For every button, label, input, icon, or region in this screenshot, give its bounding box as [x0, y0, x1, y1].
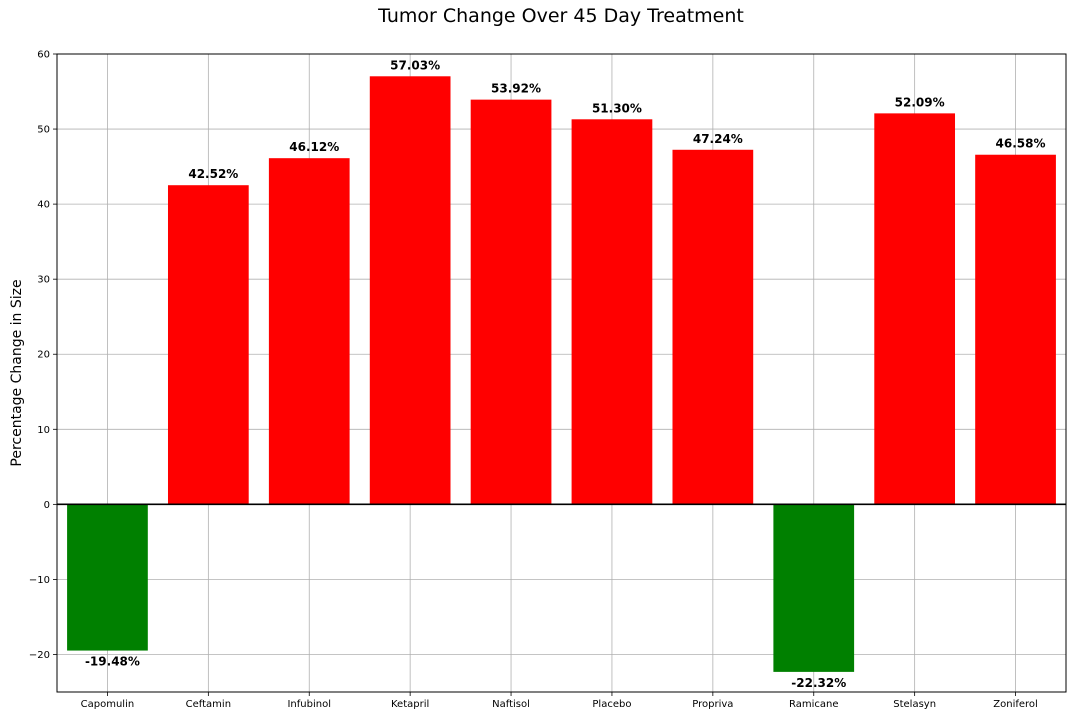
x-tick-label: Ketapril	[391, 699, 429, 710]
x-tick-label: Propriva	[692, 699, 733, 710]
x-tick-label: Infubinol	[287, 699, 331, 710]
y-tick-label: 20	[37, 350, 50, 361]
data-label: 46.12%	[289, 140, 339, 154]
bar	[874, 113, 956, 505]
chart-title: Tumor Change Over 45 Day Treatment	[377, 5, 744, 27]
data-label: 51.30%	[592, 101, 642, 115]
y-tick-label: −10	[29, 575, 50, 586]
data-label: -19.48%	[85, 655, 140, 669]
y-tick-label: 50	[37, 125, 50, 136]
data-label: 46.58%	[996, 137, 1046, 151]
x-tick-label: Capomulin	[81, 699, 135, 710]
data-label: 47.24%	[693, 132, 743, 146]
bar	[167, 185, 249, 505]
bar	[470, 99, 552, 505]
bar	[369, 76, 451, 505]
bar	[268, 158, 350, 505]
bar	[67, 504, 148, 651]
y-tick-label: 60	[37, 50, 50, 61]
data-label: 42.52%	[188, 167, 238, 181]
x-tick-label: Placebo	[592, 699, 631, 710]
y-tick-label: −20	[29, 650, 50, 661]
data-label: 57.03%	[390, 58, 440, 72]
x-tick-label: Zoniferol	[993, 699, 1038, 710]
x-tick-label: Naftisol	[492, 699, 530, 710]
data-label: -22.32%	[791, 676, 846, 690]
y-axis-label: Percentage Change in Size	[9, 279, 25, 466]
y-tick-label: 10	[37, 425, 50, 436]
bar	[975, 154, 1056, 505]
bar	[672, 149, 754, 505]
x-tick-label: Ramicane	[789, 699, 839, 710]
y-tick-label: 0	[44, 500, 50, 511]
y-tick-label: 40	[37, 200, 50, 211]
axes-frame	[56, 53, 1067, 693]
bars	[67, 76, 1056, 672]
x-tick-label: Ceftamin	[186, 699, 231, 710]
data-label: 52.09%	[895, 95, 945, 109]
data-label: 53.92%	[491, 82, 541, 96]
data-labels: -19.48% 42.52% 46.12% 57.03% 53.92% 51.30% 47.…	[85, 58, 1046, 690]
x-tick-label: Stelasyn	[893, 699, 936, 710]
bar	[571, 119, 653, 505]
axis-ticks: −20 −10 0 10 20 30 40 50 60 Capomulin Ceftamin Infu…	[29, 50, 1038, 711]
y-tick-label: 30	[37, 275, 50, 286]
bar	[773, 504, 855, 672]
